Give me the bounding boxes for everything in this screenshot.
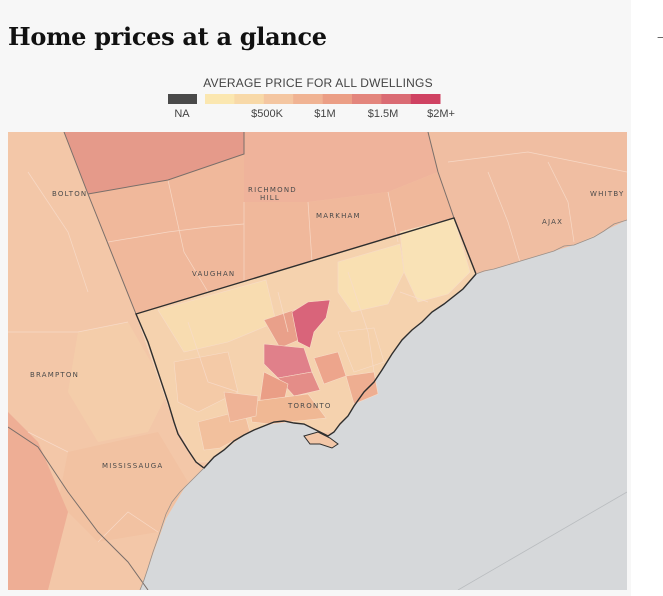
shoreline-west xyxy=(139,467,205,590)
grid-line xyxy=(307,201,313,263)
mississauga-patch xyxy=(58,432,188,542)
grid-line xyxy=(399,291,429,303)
grid-line xyxy=(487,171,521,263)
label-markham: MARKHAM xyxy=(316,212,361,220)
label-richmond-hill-2: HILL xyxy=(260,194,280,202)
brampton-patch xyxy=(68,322,168,442)
legend-scale xyxy=(168,94,441,104)
grid-line xyxy=(387,191,399,243)
region-tints xyxy=(8,132,627,590)
rosedale xyxy=(277,371,321,397)
legend-swatch-2 xyxy=(263,94,294,104)
etobicoke-north xyxy=(173,351,239,413)
york-tint xyxy=(88,154,454,314)
north-west-tint xyxy=(64,132,244,194)
legend-swatch-4 xyxy=(322,94,353,104)
durham-tint xyxy=(428,132,627,274)
label-bolton: BOLTON xyxy=(52,190,87,198)
caledon-tint xyxy=(244,132,438,202)
york-durham-boundary xyxy=(427,132,455,219)
legend-title: AVERAGE PRICE FOR ALL DWELLINGS xyxy=(203,76,433,90)
edge-mark: — xyxy=(657,30,663,44)
price-map[interactable]: BOLTON RICHMOND HILL MARKHAM WHITBY AJAX… xyxy=(8,132,627,590)
far-west-strip xyxy=(8,412,68,590)
legend-swatch-5 xyxy=(352,94,382,104)
legend-swatch-0 xyxy=(205,94,235,104)
page-title: Home prices at a glance xyxy=(8,22,327,51)
grid-line xyxy=(97,511,159,543)
grid-line xyxy=(187,321,239,393)
boundary-grid xyxy=(8,151,627,543)
label-ajax: AJAX xyxy=(542,218,563,226)
halton-boundary xyxy=(8,426,149,590)
legend-label-1m: $1M xyxy=(314,108,336,120)
toronto-islands xyxy=(303,431,339,449)
legend-swatch-3 xyxy=(293,94,323,104)
downtown xyxy=(247,393,327,425)
label-whitby: WHITBY xyxy=(590,190,624,198)
label-vaughan: VAUGHAN xyxy=(192,270,235,278)
label-toronto: TORONTO xyxy=(287,402,332,410)
beaches xyxy=(345,371,379,405)
map-canvas[interactable]: BOLTON RICHMOND HILL MARKHAM WHITBY AJAX… xyxy=(8,132,627,590)
price-legend: AVERAGE PRICE FOR ALL DWELLINGS NA $500K… xyxy=(168,76,468,126)
grid-line xyxy=(107,223,245,243)
legend-label-2m: $2M+ xyxy=(427,108,455,120)
high-park xyxy=(223,391,259,423)
label-richmond-hill-1: RICHMOND xyxy=(248,186,297,194)
label-brampton: BRAMPTON xyxy=(30,371,79,379)
city-labels: BOLTON RICHMOND HILL MARKHAM WHITBY AJAX… xyxy=(30,186,624,470)
region-boundaries xyxy=(8,132,455,590)
shoreline xyxy=(475,219,627,275)
legend-swatch-1 xyxy=(234,94,265,104)
legend-swatch-na xyxy=(168,94,197,104)
legend-swatch-6 xyxy=(381,94,412,104)
grid-line xyxy=(27,431,69,453)
legend-label-na: NA xyxy=(174,108,190,120)
grid-line xyxy=(167,179,209,293)
north-york-west xyxy=(157,279,277,353)
north-york-east xyxy=(337,243,405,313)
legend-label-1-5m: $1.5M xyxy=(367,108,399,120)
grid-line xyxy=(347,271,375,373)
toronto-boundary xyxy=(135,217,477,469)
caledon-line xyxy=(87,132,245,195)
grid-line xyxy=(8,321,129,333)
grid-line xyxy=(547,161,575,243)
legend-swatch-7 xyxy=(410,94,441,104)
grid-line xyxy=(27,171,89,293)
lake-boundary-line xyxy=(457,491,627,590)
label-mississauga: MISSISSAUGA xyxy=(102,462,163,470)
grid-line xyxy=(447,151,627,173)
legend-label-500k: $500K xyxy=(251,108,283,120)
grid-line xyxy=(277,291,289,333)
bridle-path xyxy=(291,299,331,349)
